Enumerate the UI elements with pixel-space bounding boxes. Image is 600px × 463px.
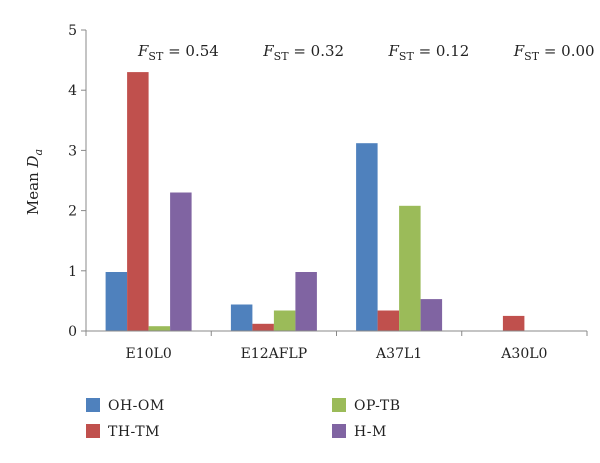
x-tick-label: E10L0 <box>126 346 172 362</box>
bar-th-tm-a37l1 <box>377 310 400 331</box>
bar-op-tb-e12aflp <box>273 310 296 331</box>
bar-op-tb-e10l0 <box>148 326 171 331</box>
legend-swatch-oh-om <box>86 398 100 412</box>
y-axis-label-sub: a <box>32 149 45 156</box>
legend-label-op-tb: OP-TB <box>354 398 401 414</box>
legend-swatch-op-tb <box>332 398 346 412</box>
bars-layer <box>105 72 525 331</box>
y-axis-label-var: D <box>24 155 42 168</box>
legend-label-th-tm: TH-TM <box>108 424 160 440</box>
y-tick-label: 0 <box>68 324 77 340</box>
bar-oh-om-a37l1 <box>356 143 378 331</box>
x-tick-label: E12AFLP <box>241 346 308 362</box>
fst-annotation: FST = 0.54 <box>137 42 219 63</box>
fst-annotation: FST = 0.00 <box>513 42 595 63</box>
legend-label-oh-om: OH-OM <box>108 398 165 414</box>
bar-h-m-a37l1 <box>420 299 443 331</box>
bar-th-tm-e10l0 <box>127 72 149 331</box>
legend-label-h-m: H-M <box>354 424 387 440</box>
y-axis-label-base: Mean <box>24 167 42 215</box>
y-tick-label: 5 <box>68 23 77 39</box>
fst-annotation: FST = 0.12 <box>388 42 470 63</box>
bar-oh-om-e10l0 <box>105 272 128 331</box>
x-tick-label: A30L0 <box>500 346 547 362</box>
y-axis-label: Mean Da <box>24 149 45 215</box>
y-tick-label: 1 <box>68 264 77 280</box>
y-tick-label: 4 <box>68 83 77 99</box>
x-tick-label: A37L1 <box>375 346 422 362</box>
legend-swatch-h-m <box>332 424 346 438</box>
legend-swatch-th-tm <box>86 424 100 438</box>
axes-layer: 0 1 2 3 4 5 E10L0 E12AFLP A37L1 A30L0 <box>68 23 588 362</box>
bar-op-tb-a37l1 <box>399 205 421 331</box>
bar-oh-om-e12aflp <box>230 304 253 331</box>
fst-annotation: FST = 0.32 <box>262 42 344 63</box>
bar-h-m-e12aflp <box>295 272 317 331</box>
annotations-layer: FST = 0.54 FST = 0.32 FST = 0.12 FST = 0.00 <box>137 42 595 63</box>
legend: OH-OM TH-TM OP-TB H-M <box>86 398 401 440</box>
bar-th-tm-e12aflp <box>252 323 274 331</box>
bar-th-tm-a30l0 <box>502 315 525 331</box>
y-tick-label: 2 <box>68 204 77 220</box>
y-tick-label: 3 <box>68 143 77 159</box>
bar-h-m-e10l0 <box>170 192 192 331</box>
